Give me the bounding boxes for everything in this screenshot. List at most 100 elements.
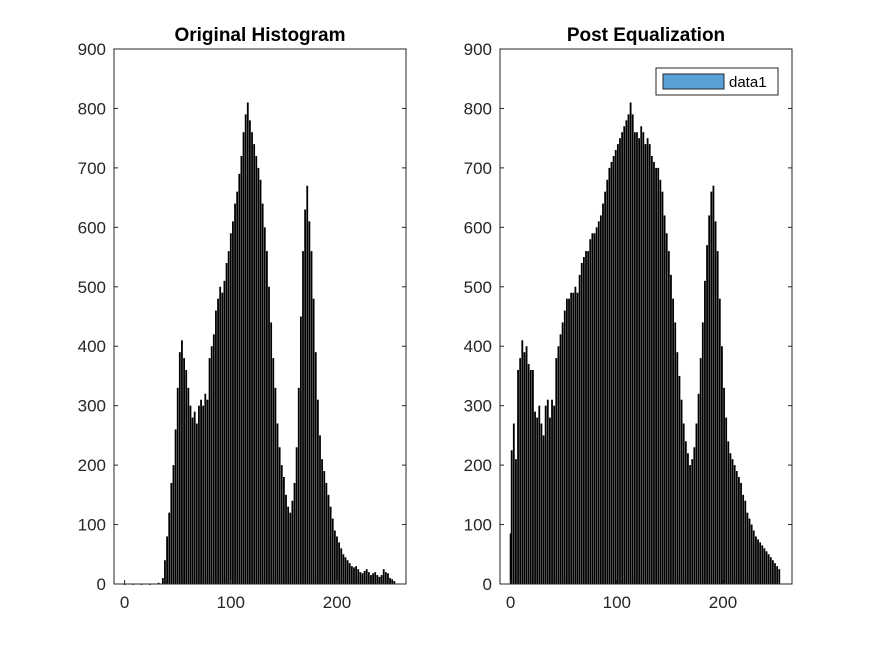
right-x-ticks: 0 100 200 [506, 580, 737, 612]
bar [223, 280, 226, 584]
bar [299, 316, 302, 584]
bar [572, 292, 575, 584]
bar [650, 156, 653, 584]
bar [384, 572, 387, 584]
x-tick-label: 200 [323, 593, 351, 612]
bar [342, 554, 345, 584]
bar [389, 578, 391, 584]
right-chart-title: Post Equalization [567, 25, 725, 46]
bar [181, 340, 183, 584]
bar [521, 340, 524, 584]
left-chart-title: Original Histogram [174, 25, 345, 46]
bar [553, 405, 556, 584]
bar [517, 370, 519, 584]
bar [693, 447, 696, 584]
bar [212, 334, 215, 584]
bar [325, 482, 328, 584]
bar [697, 393, 700, 584]
bar [595, 227, 598, 584]
bar [246, 102, 249, 584]
bar [763, 548, 766, 584]
bar [561, 322, 564, 584]
y-tick-label: 100 [464, 516, 492, 535]
bar [774, 563, 776, 584]
bar [376, 575, 379, 584]
bar [367, 572, 370, 584]
bar [357, 569, 360, 584]
bar [523, 352, 526, 584]
right-axes-box [499, 48, 793, 585]
bar [338, 542, 341, 584]
bar [350, 566, 353, 584]
bar [614, 150, 617, 584]
y-tick-label: 700 [464, 159, 492, 178]
bar [321, 459, 324, 584]
x-tick-label: 200 [709, 593, 737, 612]
bar [249, 120, 251, 584]
bar [157, 582, 160, 584]
bar [187, 387, 190, 584]
left-axes: Original Histogram 0 100 200 0 100 200 300 400… [78, 25, 407, 612]
bar [340, 548, 343, 584]
x-tick-label: 100 [217, 593, 245, 612]
bar [525, 346, 528, 584]
bar [704, 280, 706, 584]
bar [676, 352, 679, 584]
bar [746, 512, 749, 584]
bar [268, 286, 270, 584]
bar [718, 298, 721, 584]
bar [665, 233, 668, 584]
bar [168, 512, 171, 584]
bar [510, 450, 513, 584]
bar [689, 465, 691, 584]
bar [261, 203, 264, 584]
bar [370, 575, 372, 584]
bar [253, 144, 256, 585]
bar [714, 221, 717, 584]
right-axes: Post Equalization 0 100 200 0 100 200 300 400 5… [464, 25, 793, 612]
left-y-ticks: 0 100 200 300 400 500 600 700 800 900 [78, 40, 406, 594]
bar [727, 441, 730, 584]
bar [291, 500, 294, 584]
bar [642, 132, 645, 584]
legend-swatch [662, 73, 725, 90]
bar [538, 405, 541, 584]
y-tick-label: 100 [78, 516, 106, 535]
bar [532, 370, 534, 584]
bar [206, 399, 209, 584]
bar [551, 399, 553, 584]
bar [336, 536, 338, 584]
bar [729, 453, 732, 584]
bar [176, 387, 179, 584]
bar [257, 167, 260, 584]
bar [234, 203, 236, 584]
bar [621, 132, 624, 584]
y-tick-label: 400 [78, 337, 106, 356]
bar [509, 533, 512, 584]
bar [765, 551, 768, 584]
bar [761, 545, 764, 584]
bar [721, 346, 723, 584]
bar [304, 209, 307, 584]
bar [225, 263, 228, 584]
bar [731, 459, 734, 584]
bar [608, 167, 611, 584]
legend-label: data1 [729, 74, 767, 91]
bar [661, 191, 664, 585]
bar [312, 298, 315, 584]
y-tick-label: 800 [78, 99, 106, 118]
bar [274, 387, 277, 584]
bar [771, 560, 774, 584]
bar [251, 132, 253, 584]
y-tick-label: 800 [464, 99, 492, 118]
bar [699, 358, 702, 584]
x-tick-label: 100 [603, 593, 631, 612]
bar [331, 518, 334, 584]
bar [623, 126, 626, 584]
bar [306, 185, 309, 584]
bar [604, 191, 607, 585]
bar [769, 557, 772, 584]
bar [527, 364, 530, 584]
bar [708, 215, 711, 584]
legend: data1 [655, 67, 779, 96]
